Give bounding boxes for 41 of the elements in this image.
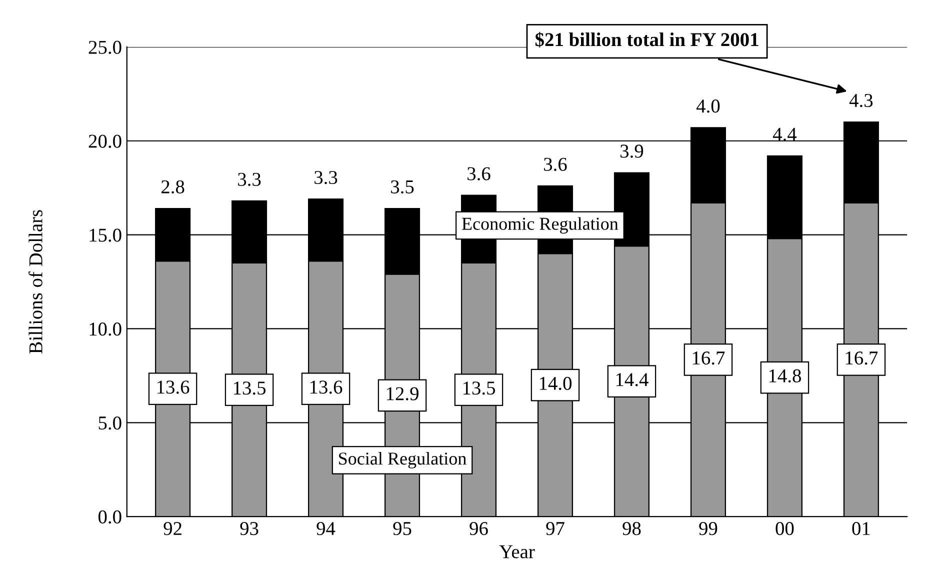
y-tick-label: 10.0 — [90, 322, 122, 336]
data-label: 14.8 — [769, 369, 801, 383]
annotation: $21 billion total in FY 2001 — [535, 32, 758, 48]
data-label: 13.6 — [157, 380, 190, 394]
x-tick-label: 01 — [852, 522, 870, 536]
y-tick-label: 20.0 — [88, 134, 122, 148]
data-label: 16.7 — [846, 352, 878, 365]
data-label: 3.5 — [391, 180, 414, 194]
series-label: Economic Regulation — [462, 217, 618, 234]
y-axis-title: Billions of Dollars — [28, 210, 42, 354]
y-tick-label: 15.0 — [90, 228, 122, 242]
data-label: 16.7 — [692, 352, 725, 365]
data-label: 4.3 — [849, 94, 873, 108]
data-label: 3.3 — [314, 170, 338, 184]
x-tick-label: 95 — [393, 522, 412, 536]
y-tick-label: 0.0 — [98, 510, 122, 524]
x-tick-label: 97 — [546, 522, 564, 536]
x-tick-label: 93 — [240, 522, 258, 536]
data-label: 3.6 — [468, 167, 490, 180]
data-label: 3.9 — [620, 144, 644, 158]
data-label: 2.8 — [161, 180, 184, 194]
x-tick-label: 92 — [164, 522, 182, 536]
x-axis-title: Year — [499, 545, 535, 558]
y-tick-label: 5.0 — [98, 416, 122, 430]
x-tick-label: 99 — [699, 522, 718, 536]
data-label: 14.0 — [540, 376, 572, 390]
data-label: 12.9 — [386, 387, 418, 400]
data-label: 13.6 — [310, 380, 342, 394]
series-label: Social Regulation — [339, 452, 466, 468]
data-label: 13.5 — [463, 382, 496, 395]
data-label: 3.6 — [544, 158, 567, 171]
data-label: 4.0 — [696, 100, 720, 113]
x-tick-label: 94 — [316, 522, 336, 536]
data-label: 4.4 — [772, 128, 797, 141]
x-tick-label: 96 — [470, 522, 488, 536]
data-label: 3.3 — [238, 172, 261, 186]
x-tick-label: 98 — [622, 522, 641, 536]
data-label: 14.4 — [616, 373, 648, 386]
data-label: 13.5 — [234, 382, 266, 395]
x-tick-label: 00 — [776, 522, 794, 536]
y-tick-label: 25.0 — [88, 40, 122, 54]
